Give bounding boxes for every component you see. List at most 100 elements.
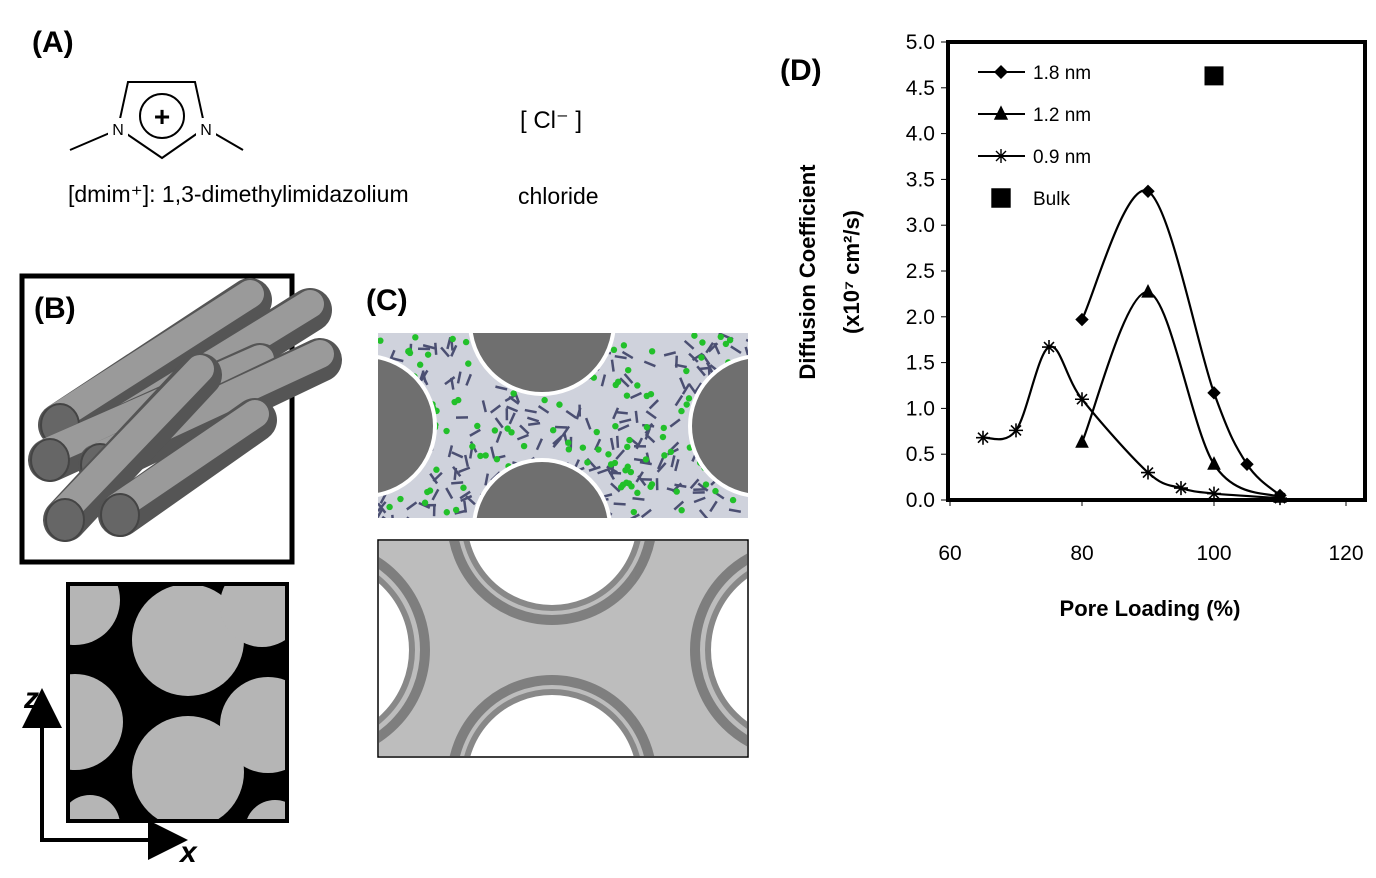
x-tick-label: 100 xyxy=(1196,542,1231,565)
strand xyxy=(707,342,719,353)
marker xyxy=(1204,66,1224,86)
ion xyxy=(659,433,667,441)
strand xyxy=(528,421,541,426)
strand xyxy=(669,418,681,428)
strand xyxy=(632,496,645,501)
strand xyxy=(674,459,680,472)
ion xyxy=(722,340,730,348)
strand xyxy=(645,410,657,420)
strand xyxy=(615,410,628,415)
ion xyxy=(698,354,705,361)
strand xyxy=(451,481,464,485)
marker xyxy=(1207,456,1221,470)
rod xyxy=(49,355,214,526)
strand xyxy=(696,365,706,377)
simulation-snapshot xyxy=(378,333,748,518)
strand xyxy=(623,373,634,384)
charge: + xyxy=(154,101,170,132)
ion xyxy=(474,422,481,430)
ion xyxy=(405,347,413,355)
x-tick-label: 60 xyxy=(938,542,961,565)
ion xyxy=(455,396,462,404)
ion xyxy=(426,487,434,494)
strand xyxy=(508,412,516,425)
ion xyxy=(610,346,618,354)
strand xyxy=(597,468,610,475)
ion xyxy=(678,407,685,415)
strand xyxy=(429,472,439,485)
strand xyxy=(697,482,709,492)
ion xyxy=(691,333,698,339)
atom: N xyxy=(112,122,124,139)
marker xyxy=(976,430,990,445)
ion xyxy=(386,503,393,511)
marker xyxy=(1075,312,1089,327)
rod xyxy=(104,400,269,521)
strand xyxy=(484,473,489,486)
ion xyxy=(624,443,631,451)
ion xyxy=(433,466,440,473)
ion xyxy=(510,390,517,397)
legend-marker xyxy=(991,188,1011,208)
panel-label: (D) xyxy=(780,54,822,87)
strand xyxy=(617,424,630,432)
strand xyxy=(629,513,640,518)
series-line xyxy=(1081,189,1281,497)
y-tick-label: 0.5 xyxy=(906,443,935,466)
strand xyxy=(552,437,563,448)
ion xyxy=(412,334,419,341)
y-tick-label: 4.0 xyxy=(906,123,935,146)
strand xyxy=(456,371,462,384)
strand xyxy=(609,471,622,475)
legend-label: 1.2 nm xyxy=(1033,105,1091,126)
series-line xyxy=(1080,290,1281,499)
strand xyxy=(670,455,676,468)
strand xyxy=(613,502,626,506)
strand xyxy=(745,431,748,436)
ion xyxy=(449,335,456,343)
ion xyxy=(465,360,472,367)
atom-bg xyxy=(108,118,128,138)
strand xyxy=(679,377,686,390)
strand xyxy=(552,435,563,445)
strand xyxy=(463,454,470,468)
ion xyxy=(623,392,631,399)
ion xyxy=(462,338,470,346)
marker xyxy=(1207,486,1221,501)
strand xyxy=(451,451,464,459)
strand xyxy=(698,509,709,518)
ion xyxy=(504,425,511,432)
strand xyxy=(681,383,691,395)
strand xyxy=(610,359,615,372)
strand xyxy=(612,407,620,420)
pores xyxy=(70,586,285,819)
y-tick-label: 3.0 xyxy=(906,214,935,237)
strand xyxy=(381,515,387,518)
strand xyxy=(614,354,627,360)
marker xyxy=(1141,465,1155,480)
panel-label: (A) xyxy=(32,26,74,59)
ion xyxy=(612,381,619,389)
strand xyxy=(648,399,660,410)
strand xyxy=(406,501,418,511)
strand xyxy=(421,373,429,386)
strand xyxy=(495,430,503,444)
marker xyxy=(1009,423,1023,438)
y-tick-label: 2.0 xyxy=(906,306,935,329)
ion xyxy=(584,459,591,466)
ion xyxy=(612,422,619,430)
ion xyxy=(685,395,693,402)
x-axis-label: Pore Loading (%) xyxy=(1060,596,1241,621)
ion xyxy=(541,396,548,404)
marker xyxy=(1075,392,1089,407)
ion xyxy=(729,496,737,504)
strand xyxy=(683,339,695,350)
ion xyxy=(634,489,641,497)
strand xyxy=(673,500,685,511)
ion xyxy=(667,448,675,456)
ion xyxy=(726,336,734,344)
strand xyxy=(481,400,487,413)
strand xyxy=(565,409,577,419)
series-line xyxy=(982,345,1281,500)
ion xyxy=(620,342,628,349)
